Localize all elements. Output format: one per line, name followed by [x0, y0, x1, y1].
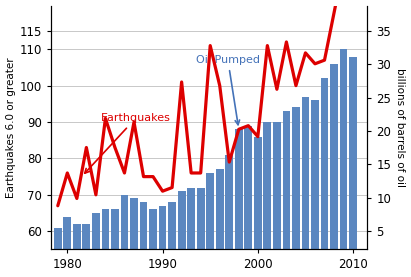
- Bar: [92, 213, 100, 277]
- Bar: [130, 198, 138, 277]
- Bar: [168, 202, 176, 277]
- Bar: [159, 206, 166, 277]
- Bar: [140, 202, 148, 277]
- Bar: [263, 122, 271, 277]
- Bar: [187, 188, 195, 277]
- Bar: [63, 217, 71, 277]
- Bar: [349, 57, 357, 277]
- Bar: [254, 137, 262, 277]
- Bar: [321, 78, 328, 277]
- Bar: [245, 126, 252, 277]
- Bar: [54, 228, 62, 277]
- Bar: [111, 209, 119, 277]
- Bar: [216, 169, 224, 277]
- Bar: [282, 111, 290, 277]
- Bar: [302, 97, 309, 277]
- Bar: [178, 191, 185, 277]
- Bar: [339, 49, 347, 277]
- Bar: [73, 224, 81, 277]
- Bar: [197, 188, 205, 277]
- Bar: [311, 100, 319, 277]
- Bar: [102, 209, 109, 277]
- Bar: [225, 155, 233, 277]
- Bar: [83, 224, 90, 277]
- Bar: [120, 195, 128, 277]
- Y-axis label: Earthquakes 6.0 or greater: Earthquakes 6.0 or greater: [6, 57, 16, 198]
- Text: Oil Pumped: Oil Pumped: [196, 55, 260, 125]
- Bar: [149, 209, 157, 277]
- Bar: [206, 173, 214, 277]
- Bar: [235, 129, 242, 277]
- Bar: [273, 122, 281, 277]
- Text: Earthquakes: Earthquakes: [85, 113, 171, 173]
- Bar: [330, 64, 338, 277]
- Y-axis label: billions of barrels of oil: billions of barrels of oil: [395, 68, 405, 187]
- Bar: [292, 107, 300, 277]
